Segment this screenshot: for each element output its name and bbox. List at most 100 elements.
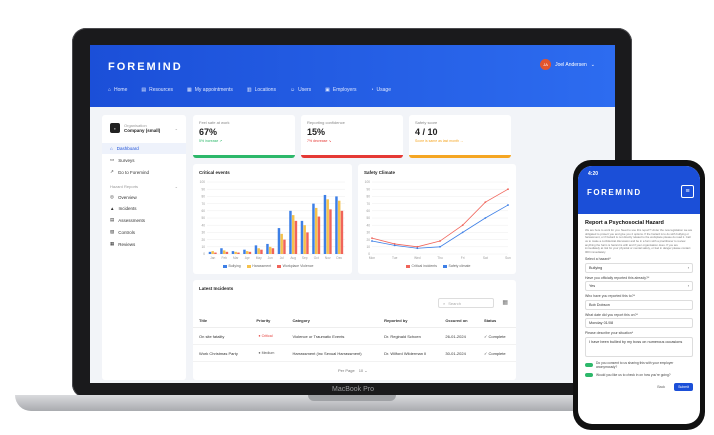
y-tick-label: 90 bbox=[201, 187, 205, 191]
bar bbox=[268, 246, 272, 254]
view-toggle-icon[interactable]: ▦ bbox=[502, 300, 508, 306]
sidebar-item-assessments[interactable]: ▤ Assessments bbox=[110, 217, 146, 223]
submit-button[interactable]: Submit bbox=[674, 383, 693, 392]
x-tick-label: Mar bbox=[233, 256, 239, 260]
overview-icon: ◎ bbox=[110, 194, 114, 199]
checkin-toggle-row[interactable]: Would you like us to check in on how you… bbox=[585, 372, 693, 378]
cell-status: ✓ Complete bbox=[478, 327, 516, 345]
cell-date: 26-01-2024 bbox=[439, 327, 479, 345]
y-tick-label: 20 bbox=[366, 238, 370, 242]
x-tick-label: Jan bbox=[210, 256, 215, 260]
table-row[interactable]: Work Christmas Party ● Medium Harrassmen… bbox=[193, 344, 516, 362]
kpi-label: Safety score bbox=[415, 120, 438, 125]
sidebar-section-hazard[interactable]: Hazard Reports ⌄ bbox=[110, 184, 178, 189]
user-menu[interactable]: JA Joel Andersen ⌄ bbox=[540, 59, 595, 70]
kpi-feel-safe: Feel safe at work 67% 5% increase ↗ bbox=[193, 115, 295, 158]
sidebar-item-incidents[interactable]: ▲ Incidents bbox=[110, 206, 137, 211]
phone-logo[interactable]: FOREMIND bbox=[587, 188, 642, 197]
nav-resources[interactable]: ▤ Resources bbox=[141, 87, 174, 93]
per-page-select[interactable]: 10 ⌄ bbox=[358, 368, 368, 373]
bar bbox=[291, 215, 295, 254]
cell-priority: ● Critical bbox=[250, 327, 287, 345]
sidebar-item-dashboard[interactable]: ⌂ Dashboard bbox=[102, 143, 186, 154]
consent-toggle[interactable] bbox=[585, 362, 593, 368]
kpi-label: Feel safe at work bbox=[199, 120, 230, 125]
sidebar-item-controls[interactable]: ▧ Controls bbox=[110, 229, 136, 235]
incidents-table: Title Priority Category Reported by Occu… bbox=[193, 314, 516, 362]
usage-icon: ◔ bbox=[370, 87, 374, 93]
nav-users[interactable]: ☺ Users bbox=[289, 87, 312, 93]
data-point bbox=[484, 217, 487, 219]
col-priority[interactable]: Priority bbox=[250, 314, 287, 328]
search-input[interactable]: ⌕ Search bbox=[438, 298, 494, 308]
chevron-right-icon: › bbox=[687, 265, 689, 270]
x-tick-label: Sep bbox=[302, 256, 308, 260]
kpi-trend: 7% decrease ↘ bbox=[307, 139, 332, 143]
menu-icon[interactable]: ≡ bbox=[681, 185, 694, 198]
sidebar-item-overview[interactable]: ◎ Overview bbox=[110, 194, 137, 200]
x-tick-label: Mon bbox=[369, 256, 375, 260]
building-icon: ▥ bbox=[246, 87, 252, 93]
survey-icon: ▭ bbox=[110, 157, 115, 162]
y-tick-label: 40 bbox=[366, 223, 370, 227]
data-point bbox=[461, 224, 464, 227]
x-tick-label: Aug bbox=[290, 256, 296, 260]
nav-home[interactable]: ⌂ Home bbox=[108, 87, 128, 93]
nav-employers[interactable]: ▣ Employers bbox=[325, 87, 357, 93]
situation-textarea[interactable]: I have been bullied by my boss on numero… bbox=[585, 336, 693, 357]
consent-toggle-row[interactable]: Do you consent to us sharing this with y… bbox=[585, 361, 693, 369]
cell-priority: ● Medium bbox=[250, 344, 287, 362]
sidebar-item-surveys[interactable]: ▭ Surveys bbox=[110, 157, 135, 163]
safety-climate-chart: 0 10 20 30 40 50 60 70 80 90 100 Mon Tue Wed Thu Fri Sat… bbox=[365, 180, 511, 260]
search-icon: ⌕ bbox=[443, 301, 446, 306]
col-status[interactable]: Status bbox=[478, 314, 516, 328]
bar bbox=[220, 248, 223, 254]
brand-logo[interactable]: FOREMIND bbox=[108, 61, 183, 73]
resources-icon: ▤ bbox=[141, 87, 147, 93]
report-date-input[interactable]: Monday 01/08 bbox=[585, 318, 693, 329]
main-content: Feel safe at work 67% 5% increase ↗ Repo… bbox=[193, 115, 613, 380]
safety-climate-card: Safety Climate 0 10 20 30 40 50 60 70 80 90 100 Mon… bbox=[358, 164, 516, 274]
table-row[interactable]: On site fatality ● Critical Violence or … bbox=[193, 327, 516, 345]
x-tick-label: Thu bbox=[437, 256, 443, 260]
bar bbox=[294, 220, 298, 254]
sidebar-item-foremind[interactable]: ↗ Go to Foremind bbox=[110, 169, 150, 175]
nav-locations[interactable]: ▥ Locations bbox=[246, 87, 276, 93]
reported-to-input[interactable]: Bob Dobson bbox=[585, 299, 693, 310]
x-tick-label: Wed bbox=[414, 256, 421, 260]
hazard-select[interactable]: Bullying › bbox=[585, 262, 693, 273]
data-point bbox=[484, 201, 487, 204]
form-intro: We are here to work for you. Need to use… bbox=[585, 228, 693, 254]
reported-select[interactable]: Yes › bbox=[585, 281, 693, 292]
chart-title: Safety Climate bbox=[364, 170, 396, 175]
bar bbox=[237, 252, 240, 254]
phone-screen: 4:20 FOREMIND ≡ Report a Psychosocial Ha… bbox=[578, 166, 700, 424]
data-point bbox=[439, 245, 441, 248]
x-tick-label: Fri bbox=[461, 256, 465, 260]
col-title[interactable]: Title bbox=[193, 314, 251, 328]
nav-usage[interactable]: ◔ Usage bbox=[370, 87, 391, 93]
cell-title: On site fatality bbox=[193, 327, 251, 345]
back-button[interactable]: Back bbox=[657, 385, 666, 390]
sidebar-item-reviews[interactable]: ▦ Reviews bbox=[110, 241, 136, 247]
field-label: Who have you reported this to?* bbox=[585, 294, 636, 299]
data-point bbox=[461, 231, 464, 234]
y-tick-label: 30 bbox=[201, 231, 205, 235]
col-category[interactable]: Category bbox=[286, 314, 379, 328]
y-tick-label: 50 bbox=[201, 216, 205, 220]
avatar: JA bbox=[540, 59, 552, 70]
bar bbox=[277, 228, 281, 254]
col-date[interactable]: Occured on bbox=[439, 314, 479, 328]
bar bbox=[312, 203, 315, 254]
org-switcher[interactable]: ▪ Organisation Company (small) ⌄ bbox=[110, 123, 178, 133]
laptop-base bbox=[15, 395, 690, 411]
bar bbox=[266, 243, 269, 254]
y-tick-label: 30 bbox=[366, 231, 370, 235]
checkin-toggle[interactable] bbox=[585, 372, 593, 378]
bar bbox=[260, 249, 263, 254]
nav-appointments[interactable]: ▦ My appointments bbox=[187, 87, 233, 93]
cell-reported-by: Dr. Reginald Schoen bbox=[378, 327, 440, 345]
check-icon: ✓ bbox=[484, 333, 489, 339]
col-reported-by[interactable]: Reported by bbox=[378, 314, 440, 328]
legend-item: Safety climate bbox=[442, 264, 470, 268]
